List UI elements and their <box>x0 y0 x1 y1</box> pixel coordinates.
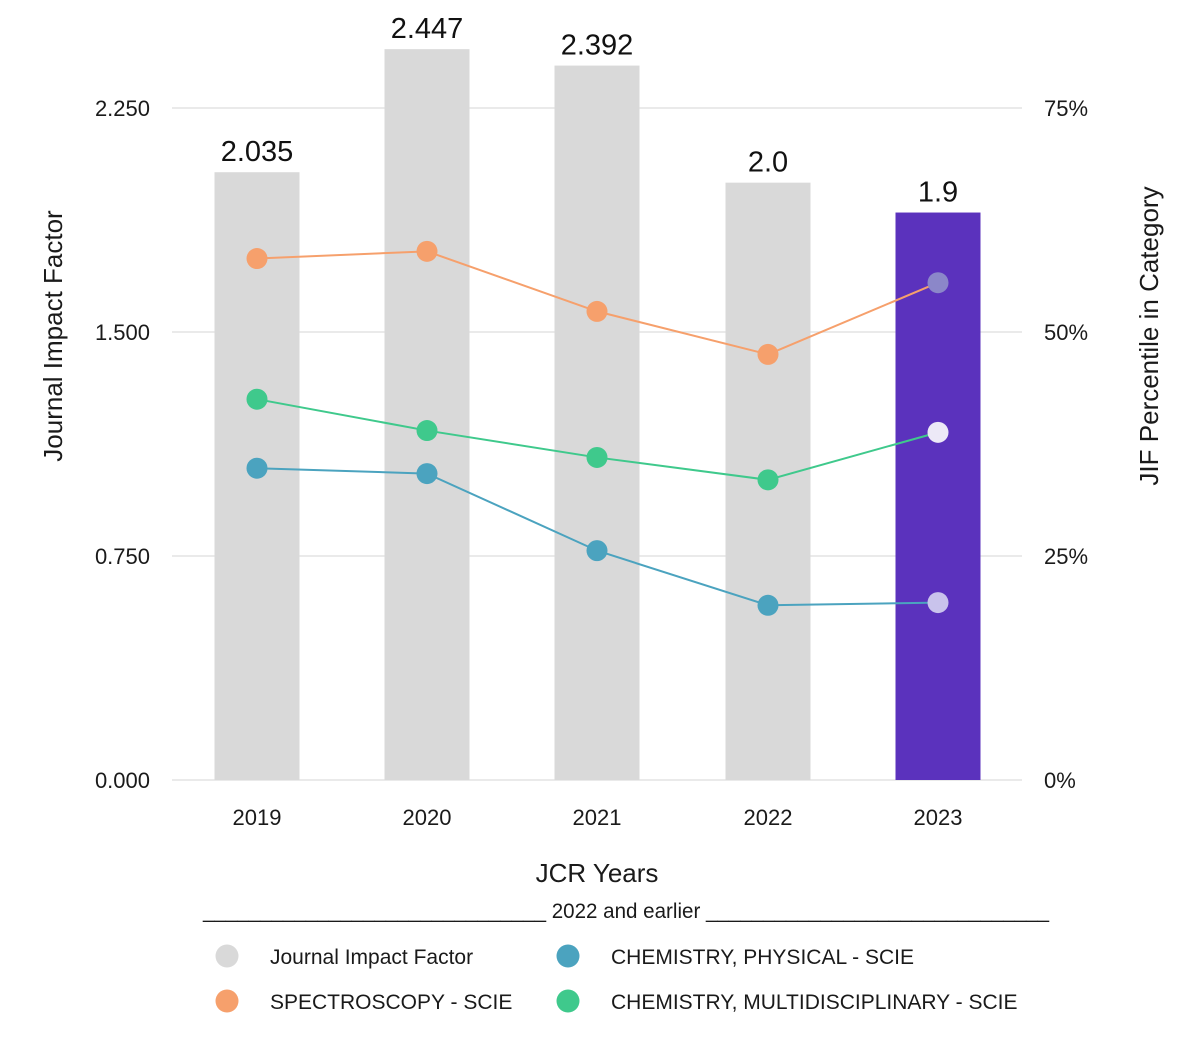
x-tick-label: 2022 <box>744 805 793 830</box>
series-point[interactable] <box>757 594 779 616</box>
legend-divider: ______________________________ 2022 and … <box>202 900 1049 923</box>
right-tick-label: 0% <box>1044 768 1076 793</box>
x-tick-label: 2023 <box>914 805 963 830</box>
left-tick-label: 0.750 <box>95 544 150 569</box>
legend-marker <box>215 989 239 1013</box>
series-point[interactable] <box>416 463 438 485</box>
left-axis-ticks: 0.000 0.750 1.500 2.250 <box>95 96 150 793</box>
series-point[interactable] <box>246 388 268 410</box>
bar-value-label: 2.392 <box>561 30 634 62</box>
legend-label: SPECTROSCOPY - SCIE <box>270 991 512 1014</box>
series-point[interactable] <box>246 457 268 479</box>
series-point[interactable] <box>757 469 779 491</box>
series-point[interactable] <box>927 272 949 294</box>
series-point[interactable] <box>927 592 949 614</box>
legend-label: CHEMISTRY, MULTIDISCIPLINARY - SCIE <box>611 991 1018 1014</box>
series-points <box>246 240 949 616</box>
series-point[interactable] <box>586 446 608 468</box>
x-axis-title: JCR Years <box>536 858 659 888</box>
series-point[interactable] <box>416 420 438 442</box>
left-tick-label: 1.500 <box>95 320 150 345</box>
legend-marker <box>556 944 580 968</box>
series-point[interactable] <box>416 240 438 262</box>
right-axis-title: JIF Percentile in Category <box>1134 186 1164 485</box>
bar-value-label: 2.447 <box>391 13 464 45</box>
left-tick-label: 2.250 <box>95 96 150 121</box>
legend-marker <box>215 944 239 968</box>
right-tick-label: 75% <box>1044 96 1088 121</box>
series-point[interactable] <box>757 343 779 365</box>
bar-2023[interactable] <box>895 212 981 781</box>
series-point[interactable] <box>586 540 608 562</box>
right-tick-label: 50% <box>1044 320 1088 345</box>
left-axis-title: Journal Impact Factor <box>38 210 68 462</box>
series-point[interactable] <box>586 300 608 322</box>
x-axis-ticks: 2019 2020 2021 2022 2023 <box>233 805 963 830</box>
series-point[interactable] <box>246 248 268 270</box>
bar-2021[interactable] <box>554 65 640 780</box>
series-point[interactable] <box>927 421 949 443</box>
bar-value-labels: 2.035 2.447 2.392 2.0 1.9 <box>221 13 958 208</box>
bar-value-label: 1.9 <box>918 177 958 209</box>
x-tick-label: 2021 <box>573 805 622 830</box>
bars <box>214 49 981 781</box>
bar-2020[interactable] <box>384 49 470 781</box>
legend-marker <box>556 989 580 1013</box>
x-tick-label: 2019 <box>233 805 282 830</box>
bar-value-label: 2.0 <box>748 147 788 179</box>
legend-label: Journal Impact Factor <box>270 946 473 969</box>
legend: Journal Impact Factor CHEMISTRY, PHYSICAL… <box>215 944 1018 1014</box>
left-tick-label: 0.000 <box>95 768 150 793</box>
right-axis-ticks: 0% 25% 50% 75% <box>1044 96 1088 793</box>
legend-label: CHEMISTRY, PHYSICAL - SCIE <box>611 946 914 969</box>
bar-value-label: 2.035 <box>221 136 294 168</box>
right-tick-label: 25% <box>1044 544 1088 569</box>
x-tick-label: 2020 <box>403 805 452 830</box>
